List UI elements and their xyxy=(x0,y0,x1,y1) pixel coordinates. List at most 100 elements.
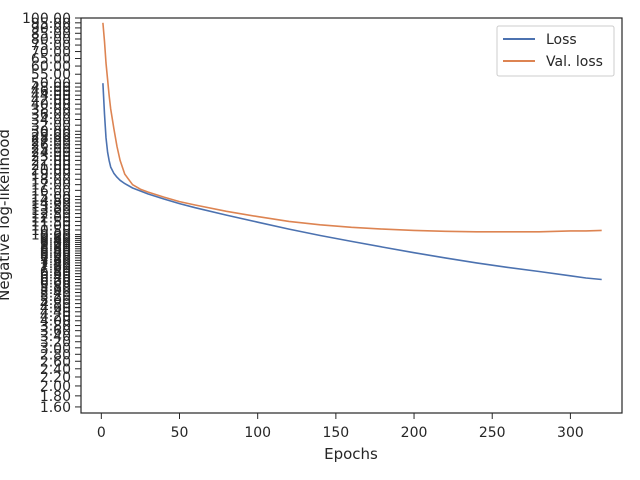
y-tick-label: 25.00 xyxy=(31,141,71,157)
y-tick-label: 80.00 xyxy=(31,32,71,48)
y-tick-label: 3.00 xyxy=(40,341,71,357)
y-tick-label: 2.00 xyxy=(40,379,71,395)
y-tick-label: 6.80 xyxy=(40,264,71,280)
y-tick-label: 48.00 xyxy=(31,80,71,96)
y-tick-label: 9.20 xyxy=(40,235,71,251)
y-tick-label: 3.60 xyxy=(40,324,71,340)
y-tick-label: 75.00 xyxy=(31,38,71,54)
y-tick-label: 8.40 xyxy=(40,244,71,260)
y-tick-label: 2.40 xyxy=(40,362,71,378)
series-line-0 xyxy=(102,83,602,281)
y-tick-label: 5.20 xyxy=(40,289,71,305)
y-tick-label: 70.00 xyxy=(31,45,71,61)
y-tick-label: 36.00 xyxy=(31,107,71,123)
y-tick-label: 21.00 xyxy=(31,158,71,174)
legend-label-val-loss: Val. loss xyxy=(546,54,603,70)
series-line-1 xyxy=(102,22,602,233)
y-tick-label: 8.60 xyxy=(40,242,71,258)
y-tick-label: 7.60 xyxy=(40,253,71,269)
y-tick-label: 19.00 xyxy=(31,167,71,183)
y-tick-label: 38.00 xyxy=(31,102,71,118)
y-tick-label: 22.00 xyxy=(31,153,71,169)
y-tick-label: 12.50 xyxy=(31,207,71,223)
legend: Loss Val. loss xyxy=(496,25,615,77)
y-tick-label: 27.00 xyxy=(31,134,71,150)
y-tick-label: 18.00 xyxy=(31,172,71,188)
y-tick-label: 4.20 xyxy=(40,309,71,325)
y-tick-label: 20.00 xyxy=(31,162,71,178)
y-tick-label: 30.00 xyxy=(31,124,71,140)
y-tick-label: 12.00 xyxy=(31,210,71,226)
y-tick-label: 11.00 xyxy=(31,219,71,235)
y-tick-label: 90.00 xyxy=(31,21,71,37)
y-tick-label: 8.80 xyxy=(40,240,71,256)
y-tick-label: 7.20 xyxy=(40,258,71,274)
y-tick-label: 34.00 xyxy=(31,112,71,128)
y-tick-label: 28.00 xyxy=(31,131,71,147)
x-tick-label: 50 xyxy=(171,425,189,441)
y-tick-label: 4.00 xyxy=(40,314,71,330)
x-axis-label: Epochs xyxy=(324,445,378,463)
y-tick-label: 7.00 xyxy=(40,261,71,277)
y-tick-label: 95.00 xyxy=(31,16,71,32)
y-tick-label: 9.60 xyxy=(40,231,71,247)
y-tick-label: 5.60 xyxy=(40,282,71,298)
y-tick-label: 6.20 xyxy=(40,273,71,289)
y-tick-label: 9.40 xyxy=(40,233,71,249)
y-tick-label: 7.80 xyxy=(40,251,71,267)
y-tick-label: 16.00 xyxy=(31,183,71,199)
y-tick-label: 11.50 xyxy=(31,214,71,230)
x-tick-label: 150 xyxy=(322,425,349,441)
y-tick-label: 10.50 xyxy=(31,223,71,239)
y-tick-label: 4.80 xyxy=(40,297,71,313)
y-tick-label: 14.50 xyxy=(31,193,71,209)
y-tick-label: 2.20 xyxy=(40,370,71,386)
y-tick-label: 6.60 xyxy=(40,267,71,283)
y-tick-label: 50.00 xyxy=(31,76,71,92)
y-tick-label: 29.00 xyxy=(31,127,71,143)
y-tick-label: 4.60 xyxy=(40,301,71,317)
x-tick-label: 250 xyxy=(479,425,506,441)
y-tick-label: 6.00 xyxy=(40,276,71,292)
y-tick-label: 44.00 xyxy=(31,88,71,104)
y-tick-label: 3.80 xyxy=(40,319,71,335)
y-tick-label: 14.00 xyxy=(31,196,71,212)
y-tick-label: 3.40 xyxy=(40,329,71,345)
y-tick-label: 13.00 xyxy=(31,203,71,219)
y-tick-label: 9.00 xyxy=(40,237,71,253)
y-tick-label: 9.80 xyxy=(40,229,71,245)
y-axis-label: Negative log-likelihood xyxy=(0,129,13,301)
y-tick-label: 17.00 xyxy=(31,178,71,194)
y-tick-label: 42.00 xyxy=(31,93,71,109)
y-tick-label: 46.00 xyxy=(31,84,71,100)
x-tick-label: 100 xyxy=(244,425,271,441)
y-tick-label: 10.00 xyxy=(31,228,71,244)
x-tick-label: 0 xyxy=(97,425,106,441)
y-tick-label: 5.00 xyxy=(40,293,71,309)
y-tick-label: 55.00 xyxy=(31,67,71,83)
y-tick-label: 1.60 xyxy=(40,400,71,416)
y-tick-label: 13.50 xyxy=(31,199,71,215)
y-tick-label: 60.00 xyxy=(31,59,71,75)
y-tick-label: 6.40 xyxy=(40,270,71,286)
x-tick-label: 300 xyxy=(557,425,584,441)
y-tick-label: 100.00 xyxy=(22,11,71,27)
y-tick-label: 5.80 xyxy=(40,279,71,295)
y-tick-label: 7.40 xyxy=(40,256,71,272)
y-tick-label: 32.00 xyxy=(31,118,71,134)
y-tick-label: 24.00 xyxy=(31,145,71,161)
y-tick-label: 2.60 xyxy=(40,354,71,370)
y-tick-label: 40.00 xyxy=(31,97,71,113)
legend-label-loss: Loss xyxy=(546,32,577,48)
plot-frame xyxy=(80,17,623,414)
y-tick-label: 15.00 xyxy=(31,189,71,205)
y-tick-label: 85.00 xyxy=(31,26,71,42)
y-tick-label: 23.00 xyxy=(31,149,71,165)
y-tick-label: 8.20 xyxy=(40,246,71,262)
x-tick-label: 200 xyxy=(401,425,428,441)
y-tick-label: 8.00 xyxy=(40,249,71,265)
y-tick-label: 5.40 xyxy=(40,286,71,302)
y-tick-label: 3.20 xyxy=(40,335,71,351)
y-tick-label: 26.00 xyxy=(31,138,71,154)
